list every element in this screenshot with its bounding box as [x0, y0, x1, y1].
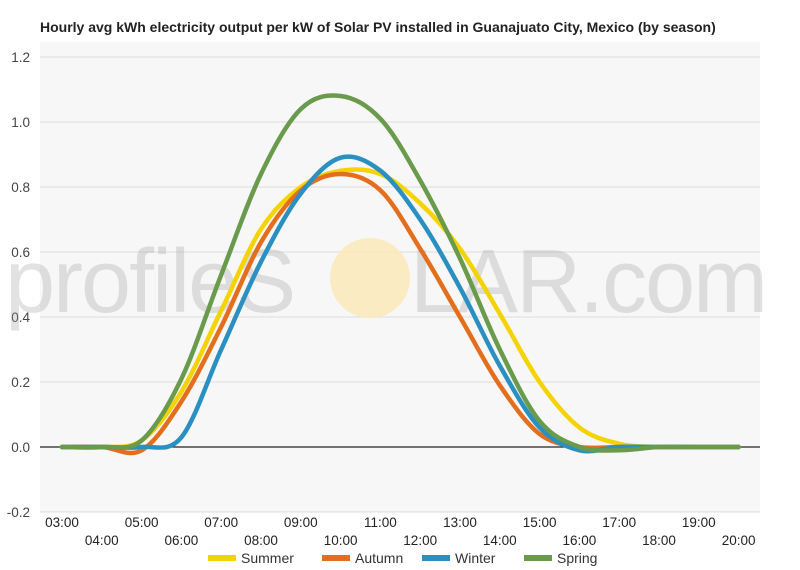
x-tick-label: 03:00: [45, 515, 79, 530]
y-tick-label: 1.0: [11, 115, 30, 130]
legend-label-spring: Spring: [557, 550, 597, 566]
y-axis-ticks: -0.2 0.0 0.2 0.4 0.6 0.8 1.0 1.2: [7, 50, 31, 520]
series-line-spring: [59, 93, 741, 453]
x-axis-ticks: 03:00 04:00 05:00 06:00 07:00 08:00 09:00 10:00…: [45, 515, 755, 548]
x-tick-label: 11:00: [364, 515, 397, 530]
x-tick-label: 08:00: [244, 533, 278, 548]
x-tick-label: 15:00: [523, 515, 557, 530]
x-tick-label: 09:00: [284, 515, 318, 530]
x-tick-label: 18:00: [642, 533, 676, 548]
watermark-sun-icon: [330, 238, 410, 318]
x-tick-label: 19:00: [682, 515, 716, 530]
y-tick-label: -0.2: [7, 505, 30, 520]
y-tick-label: 0.4: [11, 310, 30, 325]
series-lines: [59, 93, 741, 456]
y-tick-label: 0.6: [11, 245, 30, 260]
watermark: profileS LAR.com: [5, 232, 768, 332]
x-tick-label: 17:00: [602, 515, 636, 530]
x-tick-label: 16:00: [563, 533, 597, 548]
legend-label-autumn: Autumn: [355, 550, 403, 566]
legend-label-summer: Summer: [241, 550, 294, 566]
x-tick-label: 07:00: [204, 515, 238, 530]
x-tick-label: 14:00: [483, 533, 517, 548]
legend-swatch-autumn: [322, 555, 350, 561]
x-tick-label: 06:00: [165, 533, 199, 548]
x-tick-label: 05:00: [125, 515, 159, 530]
y-tick-label: 0.0: [11, 440, 30, 455]
watermark-text-left: profileS: [5, 232, 294, 332]
legend-swatch-summer: [208, 555, 236, 561]
chart-title: Hourly avg kWh electricity output per kW…: [40, 19, 716, 35]
y-tick-label: 1.2: [11, 50, 30, 65]
legend-label-winter: Winter: [455, 550, 496, 566]
legend-swatch-spring: [524, 555, 552, 561]
x-tick-label: 12:00: [403, 533, 437, 548]
legend: Summer Autumn Winter Spring: [208, 550, 597, 566]
watermark-text-right: LAR.com: [410, 232, 766, 332]
x-tick-label: 20:00: [722, 533, 756, 548]
x-tick-label: 04:00: [85, 533, 119, 548]
legend-swatch-winter: [422, 555, 450, 561]
series-line-winter: [59, 154, 741, 454]
x-tick-label: 10:00: [324, 533, 358, 548]
y-tick-label: 0.8: [11, 180, 30, 195]
y-tick-label: 0.2: [11, 375, 30, 390]
x-tick-label: 13:00: [443, 515, 477, 530]
